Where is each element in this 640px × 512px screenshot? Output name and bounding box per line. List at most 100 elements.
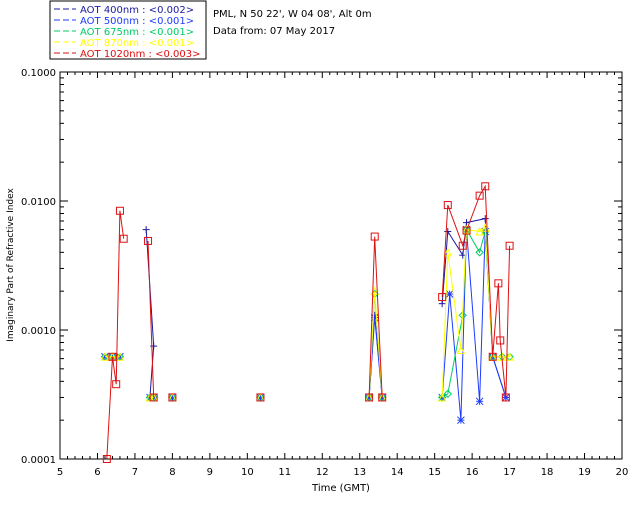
x-tick-label: 14	[391, 467, 404, 478]
series-1020nm-point	[119, 234, 128, 243]
series-1020nm-point	[438, 293, 447, 302]
x-tick-label: 7	[132, 467, 138, 478]
series-1020nm-point	[102, 455, 111, 463]
series-1020nm-point	[494, 279, 503, 288]
legend-item-500: AOT 500nm : <0.001>	[54, 16, 194, 27]
legend-label-500: AOT 500nm : <0.001>	[80, 16, 194, 27]
series-500nm-point-d2	[445, 290, 454, 298]
y-tick-label: 0.0001	[21, 455, 56, 466]
series-870nm-point	[462, 225, 471, 234]
series-1020nm-point	[458, 241, 467, 250]
series-1020nm-point	[481, 182, 490, 191]
series-1020nm-point	[112, 380, 121, 389]
series-500nm-line	[441, 229, 507, 421]
series-500nm-point	[168, 393, 177, 402]
series-400nm-point	[142, 226, 150, 234]
legend-item-1020: AOT 1020nm : <0.003>	[54, 49, 200, 60]
x-tick-label: 16	[466, 467, 479, 478]
series-500nm-point	[457, 416, 465, 425]
plot-area	[59, 71, 623, 460]
x-tick-label: 12	[316, 467, 329, 478]
series-500nm-point-d2	[168, 393, 177, 402]
series-1020nm-point	[108, 352, 117, 361]
series-500nm-point	[116, 352, 124, 361]
x-tick-label: 9	[207, 467, 213, 478]
series-400nm-point	[444, 228, 452, 236]
x-tick-label: 19	[578, 467, 591, 478]
series-500nm-point	[475, 397, 484, 406]
y-tick-label: 0.0010	[21, 326, 56, 337]
series-1020nm-point	[501, 393, 510, 402]
series-675nm-point	[443, 389, 452, 399]
series-500nm-point	[256, 393, 265, 402]
legend-label-675: AOT 675nm : <0.001>	[80, 27, 194, 38]
legend-box	[49, 0, 207, 60]
y-tick-label: 0.1000	[21, 68, 56, 79]
series-400nm-point	[150, 342, 158, 350]
series-500nm-point-d2	[457, 416, 465, 425]
series-1020nm-point	[365, 393, 374, 402]
series-870nm-point	[456, 345, 466, 354]
series-1020nm-point	[168, 393, 177, 402]
x-tick-label: 20	[616, 467, 629, 478]
x-tick-label: 5	[57, 467, 63, 478]
series-870nm-point	[505, 352, 514, 361]
legend-label-870: AOT 870nm : <0.001>	[80, 38, 194, 49]
series-675nm-point	[475, 248, 484, 257]
series-870nm-line	[368, 291, 383, 398]
series-500nm-point-d2	[116, 352, 124, 361]
x-tick-label: 11	[278, 467, 291, 478]
series-870nm-point	[100, 352, 110, 361]
series-1020nm-point	[256, 393, 265, 402]
series-500nm-point-d2	[101, 352, 109, 361]
legend-item-400: AOT 400nm : <0.002>	[54, 5, 194, 16]
series-1020nm-point	[496, 336, 505, 345]
legend: AOT 400nm : <0.002> AOT 500nm : <0.001> …	[54, 5, 200, 60]
series-1020nm-point	[443, 201, 452, 210]
x-axis-title: Time (GMT)	[311, 483, 370, 494]
series-500nm-point-d2	[475, 397, 484, 406]
series-870nm-point	[115, 352, 125, 361]
series-1020nm-point	[378, 393, 387, 402]
y-tick-label: 0.0100	[21, 197, 56, 208]
legend-item-675: AOT 675nm : <0.001>	[54, 27, 194, 38]
series-870nm-point	[443, 247, 453, 257]
x-tick-label: 6	[94, 467, 100, 478]
series-1020nm-point	[149, 393, 158, 402]
x-tick-label: 13	[353, 467, 366, 478]
axes: 5 6 7 8 9 10 11 12 13 14 15 16 17 18 19 20 0.0001 0.0010 0…	[21, 68, 628, 478]
series-1020nm-line	[368, 236, 383, 398]
legend-label-1020: AOT 1020nm : <0.003>	[80, 49, 200, 60]
x-tick-label: 8	[169, 467, 175, 478]
series-400nm	[101, 215, 510, 401]
site-info: PML, N 50 22', W 04 08', Alt 0m	[213, 9, 372, 20]
series-500nm-point-d2	[256, 393, 265, 402]
x-tick-label: 15	[428, 467, 441, 478]
series-400nm-point	[463, 219, 471, 227]
series-1020nm-point	[144, 236, 153, 245]
series-500nm-point	[101, 352, 109, 361]
series-1020nm-point	[488, 352, 497, 361]
date-info: Data from: 07 May 2017	[213, 26, 335, 37]
series-1020nm-point	[462, 226, 471, 235]
y-axis-title: Imaginary Part of Refractive Index	[6, 187, 16, 341]
series-1020nm	[102, 182, 514, 463]
series-1020nm-point	[505, 241, 514, 250]
series-1020nm-line	[441, 184, 511, 398]
series-1020nm-line	[106, 210, 125, 460]
series-870nm-point	[437, 392, 447, 402]
series-400nm-point	[438, 300, 446, 308]
x-tick-label: 18	[541, 467, 554, 478]
series-layer	[100, 182, 514, 463]
legend-label-400: AOT 400nm : <0.002>	[80, 5, 194, 16]
series-1020nm-line	[147, 240, 155, 398]
series-1020nm-point	[115, 206, 124, 215]
series-400nm-point	[481, 215, 489, 223]
x-tick-label: 17	[503, 467, 516, 478]
series-870nm-line	[441, 226, 510, 398]
series-500nm-point	[445, 290, 454, 298]
series-1020nm-point	[475, 191, 484, 200]
series-1020nm-point	[370, 232, 379, 241]
legend-item-870: AOT 870nm : <0.001>	[54, 38, 194, 49]
